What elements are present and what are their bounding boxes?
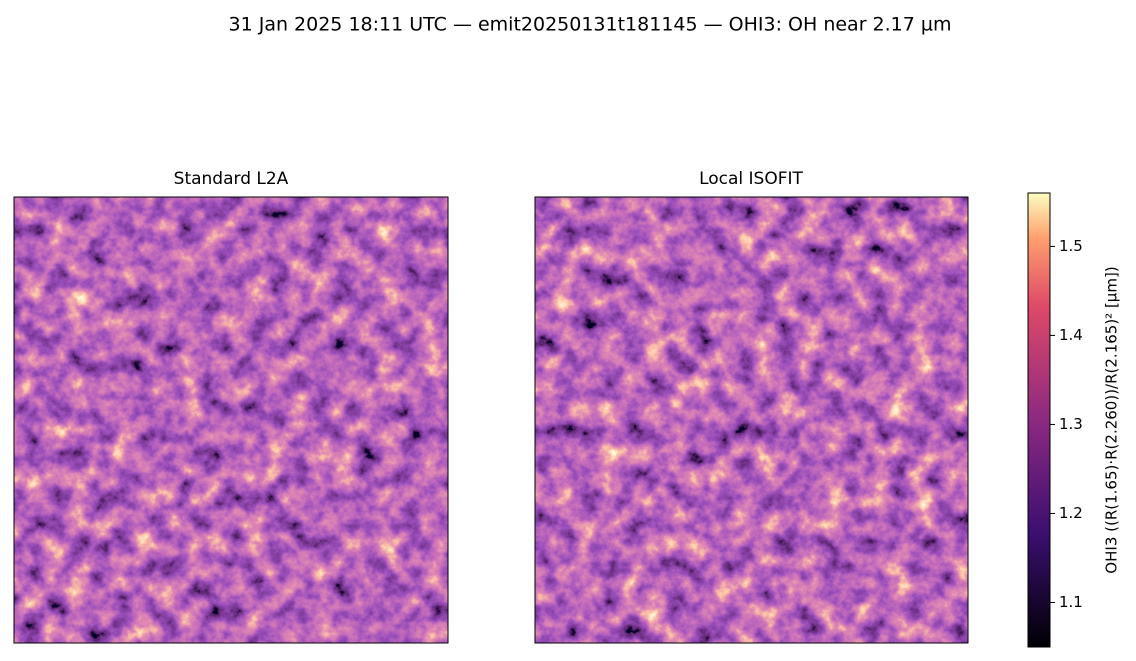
image-panel: [535, 197, 968, 643]
panel-frame: [534, 196, 969, 644]
colorbar: [1027, 192, 1051, 648]
image-panel: [14, 197, 448, 643]
colorbar-tick-label: 1.4: [1059, 326, 1083, 344]
colorbar-tick-label: 1.5: [1059, 237, 1083, 255]
panel-title: Standard L2A: [174, 169, 289, 189]
colorbar-tick-label: 1.3: [1059, 415, 1083, 433]
colorbar-tick-label: 1.2: [1059, 504, 1083, 522]
colorbar-tick-label: 1.1: [1059, 593, 1083, 611]
panel-frame: [13, 196, 449, 644]
panel-title: Local ISOFIT: [699, 169, 803, 189]
figure-title: 31 Jan 2025 18:11 UTC — emit20250131t181…: [229, 14, 952, 36]
colorbar-label: OHI3 ((R(1.65)·R(2.260))/R(2.165)² [µm]): [1103, 266, 1121, 573]
